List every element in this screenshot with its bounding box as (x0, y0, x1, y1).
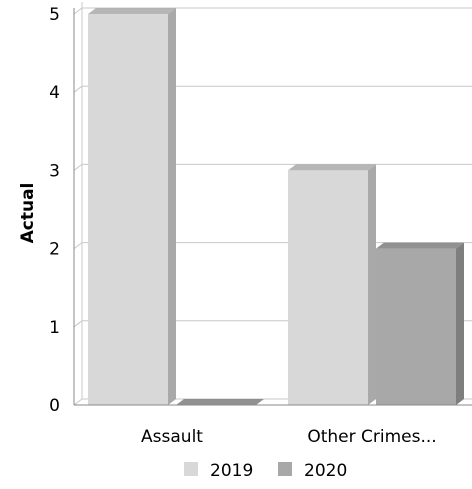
bar-front-face (88, 14, 168, 405)
gridline-connector-0 (73, 398, 83, 406)
gridline-connector-2 (73, 242, 83, 250)
bar-top-face (376, 242, 464, 249)
y-tick-label-0: 0 (49, 396, 60, 416)
bar-side-face (456, 242, 464, 405)
gridline-connector-3 (73, 163, 83, 171)
y-tick-label-1: 1 (49, 318, 60, 338)
gridline-connector-1 (73, 320, 83, 328)
bar-top-face (176, 399, 264, 405)
bar-2019-other-crimes- (288, 164, 376, 405)
y-tick-labels: 0 1 2 3 4 5 (49, 5, 60, 416)
bar-front-face (288, 170, 368, 405)
legend-item-2019: 2019 (184, 461, 253, 481)
legend-item-2020: 2020 (278, 461, 347, 481)
bar-front-face (376, 248, 456, 405)
legend-label: 2019 (210, 461, 253, 481)
bar-top-face (88, 8, 176, 14)
bar-2020-other-crimes- (376, 242, 464, 405)
y-tick-label-2: 2 (49, 240, 60, 260)
bar-top-face (288, 164, 376, 171)
axes (73, 2, 472, 406)
x-tick-label-1: Other Crimes... (307, 427, 436, 447)
bar-side-face (368, 164, 376, 405)
y-axis-label: Actual (18, 183, 38, 244)
legend: 2019 2020 (184, 461, 347, 481)
gridline-connector-5 (73, 7, 83, 15)
gridline-connector-4 (73, 85, 83, 93)
x-tick-label-0: Assault (141, 427, 203, 447)
bars (88, 8, 464, 405)
y-tick-label-5: 5 (49, 5, 60, 25)
bar-2019-assault (88, 8, 176, 405)
y-tick-label-3: 3 (49, 161, 60, 181)
legend-label: 2020 (304, 461, 347, 481)
legend-swatch (278, 462, 292, 476)
x-tick-labels: Assault Other Crimes... (141, 427, 437, 447)
legend-swatch (184, 462, 198, 476)
bar-side-face (168, 8, 176, 405)
y-tick-label-4: 4 (49, 83, 60, 103)
bar-2020-assault (176, 399, 264, 405)
